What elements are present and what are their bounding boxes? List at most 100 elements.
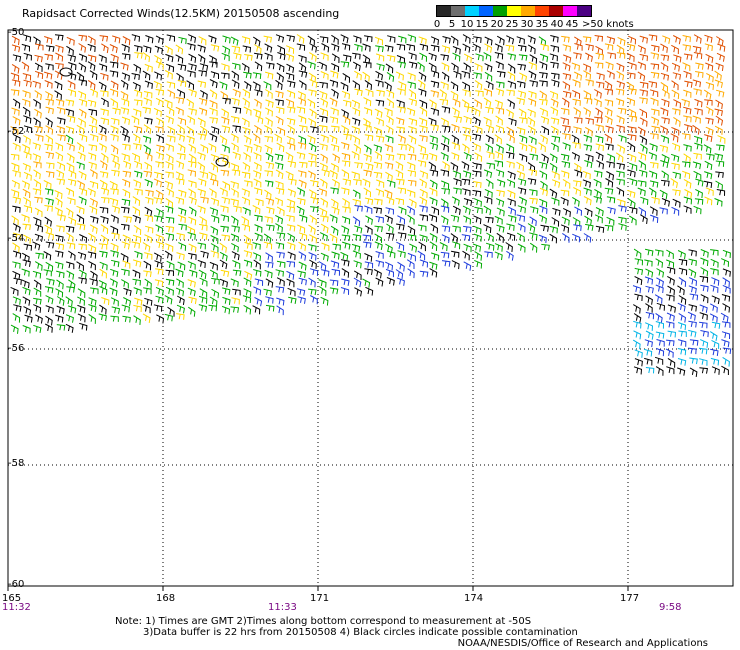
wind-barb	[549, 188, 558, 199]
wind-barb	[56, 125, 65, 134]
wind-barb	[110, 133, 119, 142]
wind-barb	[508, 117, 517, 126]
wind-barb	[187, 34, 197, 43]
wind-barb	[671, 206, 680, 216]
wind-barb	[596, 160, 605, 170]
wind-barb	[463, 115, 472, 124]
wind-barb	[155, 97, 164, 107]
wind-barb	[518, 196, 527, 206]
wind-barb	[45, 171, 55, 178]
wind-barb	[33, 117, 41, 128]
wind-barb	[89, 88, 98, 98]
wind-barb	[23, 115, 32, 124]
wind-barb	[659, 189, 668, 200]
wind-barb	[463, 53, 472, 63]
map-title: Rapidsact Corrected Winds(12.5KM) 201505…	[22, 7, 340, 20]
wind-barb	[32, 188, 42, 196]
wind-barb	[297, 296, 306, 304]
wind-barb	[684, 124, 693, 132]
wind-barb	[265, 278, 274, 288]
wind-barb	[276, 62, 285, 72]
wind-barb	[100, 90, 109, 97]
wind-barb	[452, 225, 461, 233]
wind-barb	[231, 62, 241, 70]
wind-barb	[143, 91, 153, 99]
wind-barb	[111, 205, 120, 214]
wind-barb	[34, 125, 43, 133]
wind-barb	[307, 170, 316, 180]
wind-barb	[45, 134, 54, 145]
wind-barb	[164, 295, 173, 305]
wind-barb	[666, 312, 675, 322]
wind-barb	[177, 117, 187, 126]
wind-barb	[560, 107, 570, 115]
wind-barb	[529, 153, 538, 161]
legend-swatch	[465, 6, 479, 16]
wind-barb	[330, 198, 339, 209]
wind-barb	[32, 270, 42, 279]
wind-barb	[715, 62, 724, 71]
wind-barb	[98, 81, 107, 92]
wind-barb	[12, 296, 21, 305]
wind-barb	[376, 63, 385, 71]
wind-barb	[661, 154, 670, 164]
wind-barb	[131, 34, 141, 42]
wind-barb	[241, 188, 250, 197]
wind-barb	[287, 90, 296, 99]
wind-barb	[571, 134, 580, 145]
wind-barb	[276, 260, 286, 268]
wind-barb	[110, 259, 120, 268]
wind-barb	[407, 179, 417, 187]
wind-barb	[286, 205, 296, 213]
wind-barb	[55, 151, 64, 162]
wind-barb	[439, 89, 447, 100]
wind-barb	[539, 80, 548, 87]
wind-barb	[678, 267, 688, 276]
wind-barb	[343, 133, 352, 141]
wind-barb	[232, 288, 241, 296]
wind-barb	[364, 261, 374, 269]
legend-labels: 0 5 10 15 20 25 30 35 40 45 >50 knots	[434, 19, 634, 31]
wind-barb	[275, 99, 284, 106]
wind-barb	[451, 152, 460, 161]
wind-barb	[497, 70, 506, 78]
wind-barb	[351, 151, 360, 161]
wind-barb	[43, 269, 52, 277]
wind-barb	[342, 241, 351, 250]
wind-barb	[527, 223, 536, 233]
wind-barb	[659, 207, 668, 215]
wind-barb	[506, 232, 516, 241]
wind-barb	[429, 261, 438, 270]
wind-barb	[121, 43, 130, 53]
wind-barb	[45, 98, 54, 106]
wind-barb	[352, 107, 361, 117]
wind-barb	[496, 35, 505, 46]
wind-barb	[275, 214, 284, 225]
credit: NOAA/NESDIS/Office of Research and Appli…	[457, 638, 708, 649]
wind-barb	[551, 135, 561, 143]
wind-barb	[155, 126, 164, 134]
wind-barb	[310, 295, 318, 305]
wind-barb	[594, 214, 603, 224]
wind-barb	[441, 234, 450, 244]
wind-barb	[407, 34, 416, 43]
wind-barb	[407, 268, 415, 279]
wind-barb	[56, 106, 66, 115]
wind-barb	[715, 171, 724, 178]
wind-barb	[362, 61, 372, 69]
wind-barb	[43, 180, 52, 190]
wind-barb	[164, 45, 173, 55]
wind-barb	[87, 54, 97, 63]
wind-barb	[275, 90, 284, 99]
wind-barb	[230, 198, 239, 206]
wind-barb	[397, 134, 406, 144]
wind-barb	[88, 244, 97, 253]
legend-swatch	[577, 6, 591, 16]
wind-barb	[330, 107, 339, 116]
wind-barb	[666, 249, 674, 259]
wind-barb	[604, 88, 614, 96]
wind-barb	[704, 34, 713, 43]
wind-barb	[274, 153, 284, 161]
wind-barb	[77, 304, 86, 314]
